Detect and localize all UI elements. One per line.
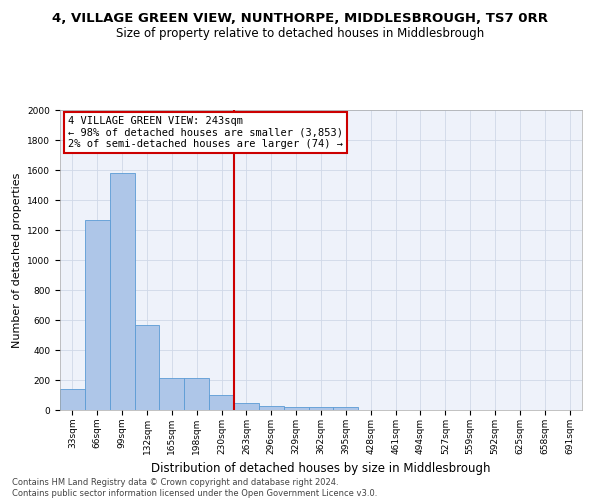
Text: Size of property relative to detached houses in Middlesbrough: Size of property relative to detached ho… bbox=[116, 28, 484, 40]
Text: 4, VILLAGE GREEN VIEW, NUNTHORPE, MIDDLESBROUGH, TS7 0RR: 4, VILLAGE GREEN VIEW, NUNTHORPE, MIDDLE… bbox=[52, 12, 548, 26]
Bar bbox=[134, 324, 160, 410]
Bar bbox=[184, 378, 209, 410]
Bar bbox=[334, 407, 358, 410]
Bar bbox=[110, 173, 134, 410]
Bar bbox=[60, 389, 85, 410]
X-axis label: Distribution of detached houses by size in Middlesbrough: Distribution of detached houses by size … bbox=[151, 462, 491, 475]
Bar bbox=[259, 406, 284, 410]
Bar bbox=[209, 395, 234, 410]
Bar bbox=[284, 407, 308, 410]
Text: Contains HM Land Registry data © Crown copyright and database right 2024.
Contai: Contains HM Land Registry data © Crown c… bbox=[12, 478, 377, 498]
Y-axis label: Number of detached properties: Number of detached properties bbox=[12, 172, 22, 348]
Bar bbox=[85, 220, 110, 410]
Bar bbox=[160, 378, 184, 410]
Bar bbox=[234, 402, 259, 410]
Text: 4 VILLAGE GREEN VIEW: 243sqm
← 98% of detached houses are smaller (3,853)
2% of : 4 VILLAGE GREEN VIEW: 243sqm ← 98% of de… bbox=[68, 116, 343, 149]
Bar bbox=[308, 407, 334, 410]
